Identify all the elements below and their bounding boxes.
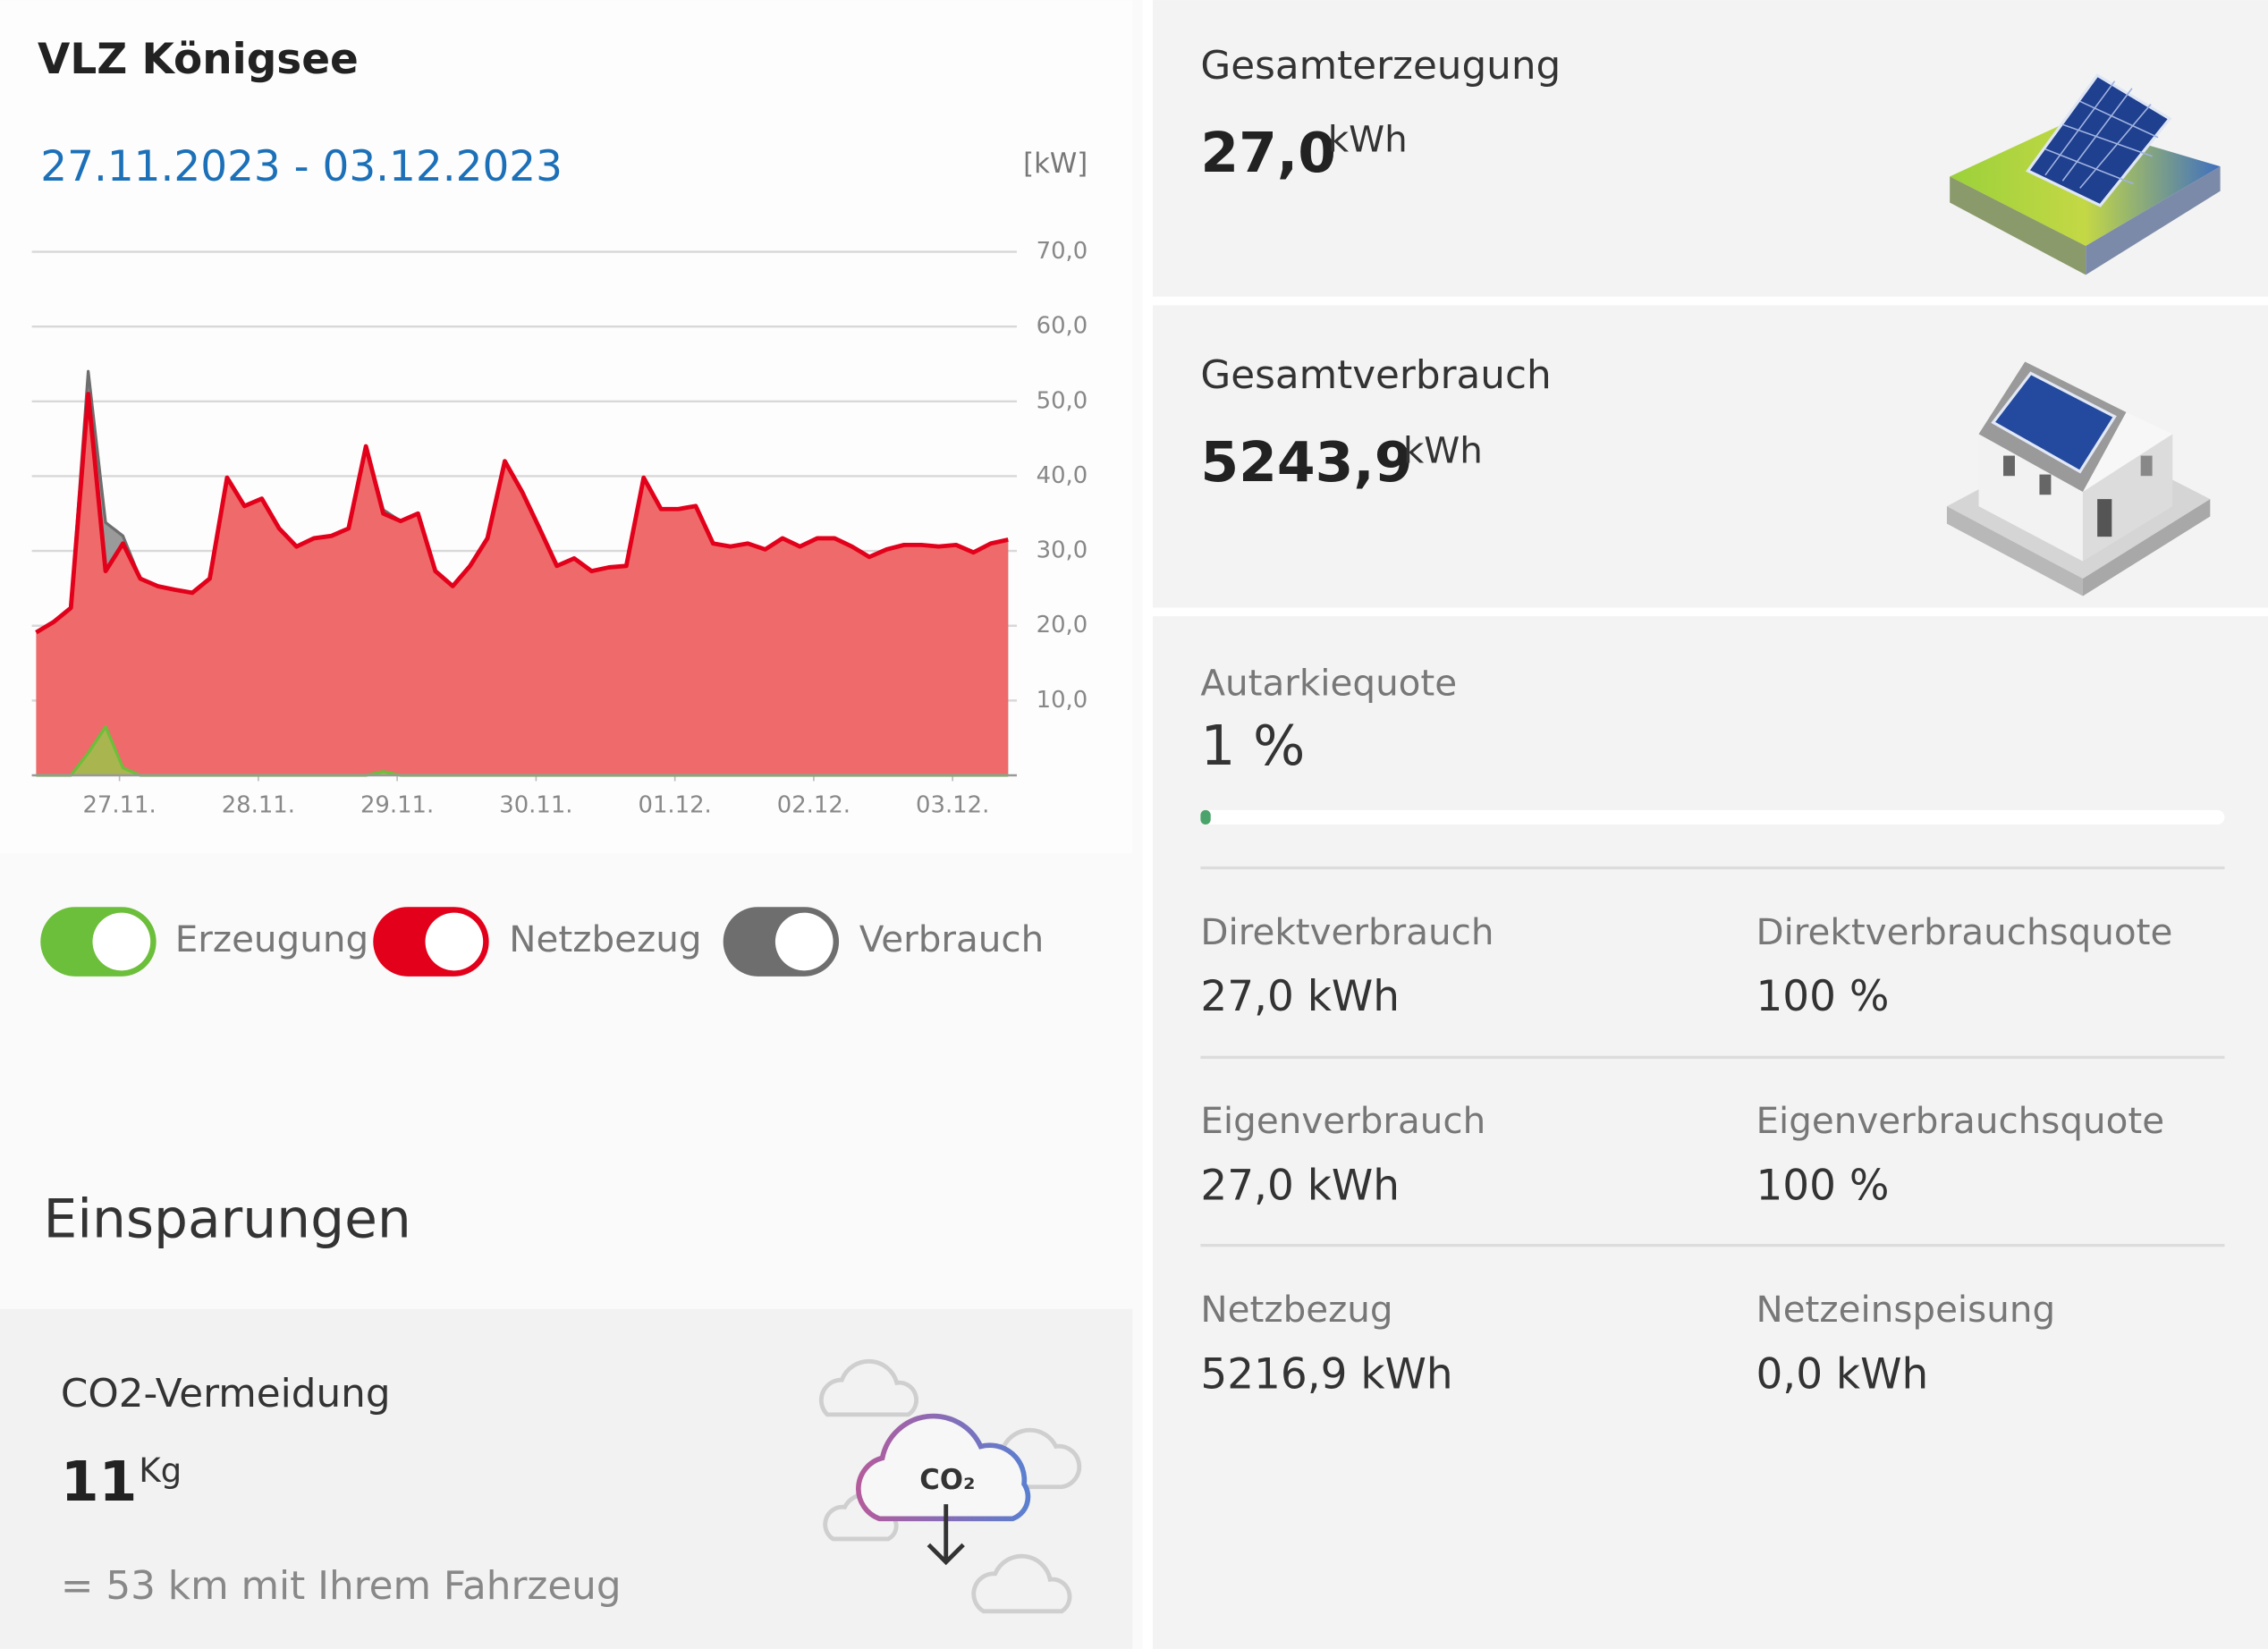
- x-tick-label: 28.11.: [222, 791, 295, 818]
- metric-value: 0,0 kWh: [1756, 1349, 1928, 1399]
- site-title: VLZ Königsee: [38, 35, 359, 84]
- toggle-erzeugung[interactable]: Erzeugung: [40, 907, 368, 977]
- toggle-knob[interactable]: [92, 912, 151, 971]
- y-tick-label: 20,0: [1037, 612, 1088, 638]
- y-unit: [kW]: [1023, 148, 1087, 180]
- x-tick-label: 27.11.: [82, 791, 156, 818]
- line: [35, 392, 1009, 635]
- legend-label[interactable]: Netzbezug: [509, 918, 701, 960]
- x-tick-label: 30.11.: [499, 791, 572, 818]
- metric-value: 100 %: [1756, 1161, 1889, 1210]
- co2-icon-text: CO₂: [919, 1464, 975, 1496]
- progress-fill: [1200, 809, 1211, 824]
- y-tick-label: 40,0: [1037, 462, 1088, 489]
- generation-unit: kWh: [1328, 118, 1408, 161]
- toggle-knob[interactable]: [425, 912, 484, 971]
- metric-value: 100 %: [1756, 972, 1889, 1021]
- autarky-label: Autarkiequote: [1200, 662, 1457, 705]
- down-arrow: [927, 1504, 965, 1566]
- metric-label: Netzbezug: [1200, 1288, 1392, 1331]
- co2-unit: Kg: [139, 1450, 182, 1490]
- y-tick-label: 30,0: [1037, 537, 1088, 564]
- y-tick-label: 70,0: [1037, 238, 1088, 265]
- co2-title: CO2-Vermeidung: [61, 1371, 391, 1416]
- x-tick-label: 03.12.: [916, 791, 989, 818]
- legend-label[interactable]: Verbrauch: [859, 918, 1045, 960]
- metric-label: Direktverbrauchsquote: [1756, 910, 2172, 953]
- metric-value: 27,0 kWh: [1200, 1161, 1400, 1210]
- solar-illustration: [1950, 73, 2221, 275]
- consumption-unit: kWh: [1403, 428, 1483, 471]
- toggle-verbrauch[interactable]: Verbrauch: [723, 907, 1045, 977]
- co2-value: 11: [61, 1450, 137, 1514]
- y-tick-label: 50,0: [1037, 387, 1088, 414]
- generation-label: Gesamterzeugung: [1200, 43, 1561, 89]
- x-tick-label: 01.12.: [639, 791, 712, 818]
- metrics-grid: Direktverbrauch 27,0 kWh Direktverbrauchsq…: [1200, 910, 2172, 1399]
- y-tick-label: 60,0: [1037, 313, 1088, 340]
- consumption-value: 5243,9: [1200, 431, 1412, 495]
- consumption-label: Gesamtverbrauch: [1200, 352, 1551, 398]
- toggle-knob[interactable]: [774, 912, 834, 971]
- autarky-value: 1 %: [1200, 715, 1305, 778]
- metric-label: Direktverbrauch: [1200, 910, 1494, 953]
- generation-value: 27,0: [1200, 122, 1336, 185]
- metric-label: Eigenverbrauchsquote: [1756, 1099, 2164, 1142]
- metric-label: Eigenverbrauch: [1200, 1099, 1485, 1142]
- stats-card: [1153, 616, 2268, 1649]
- progress-track: [1200, 809, 2225, 824]
- date-range[interactable]: 27.11.2023 - 03.12.2023: [40, 142, 563, 191]
- legend-label[interactable]: Erzeugung: [175, 918, 368, 960]
- dividers: [1200, 866, 2225, 1247]
- metric-label: Netzeinspeisung: [1756, 1288, 2055, 1331]
- y-tick-label: 10,0: [1037, 687, 1088, 714]
- x-tick-label: 29.11.: [360, 791, 434, 818]
- co2-equivalent: = 53 km mit Ihrem Fahrzeug: [61, 1563, 622, 1609]
- co2-cloud: [856, 1413, 1031, 1522]
- metric-value: 5216,9 kWh: [1200, 1349, 1452, 1399]
- metric-value: 27,0 kWh: [1200, 972, 1400, 1021]
- section-heading: Einsparungen: [44, 1188, 411, 1250]
- house-illustration: [1946, 361, 2211, 596]
- area: [36, 393, 1009, 776]
- x-tick-label: 02.12.: [777, 791, 850, 818]
- chart: 10,0 20,0 30,0 40,0 50,0 60,0 70,0 27.11. 28.11.…: [31, 238, 1088, 818]
- toggle-netzbezug[interactable]: Netzbezug: [373, 907, 702, 977]
